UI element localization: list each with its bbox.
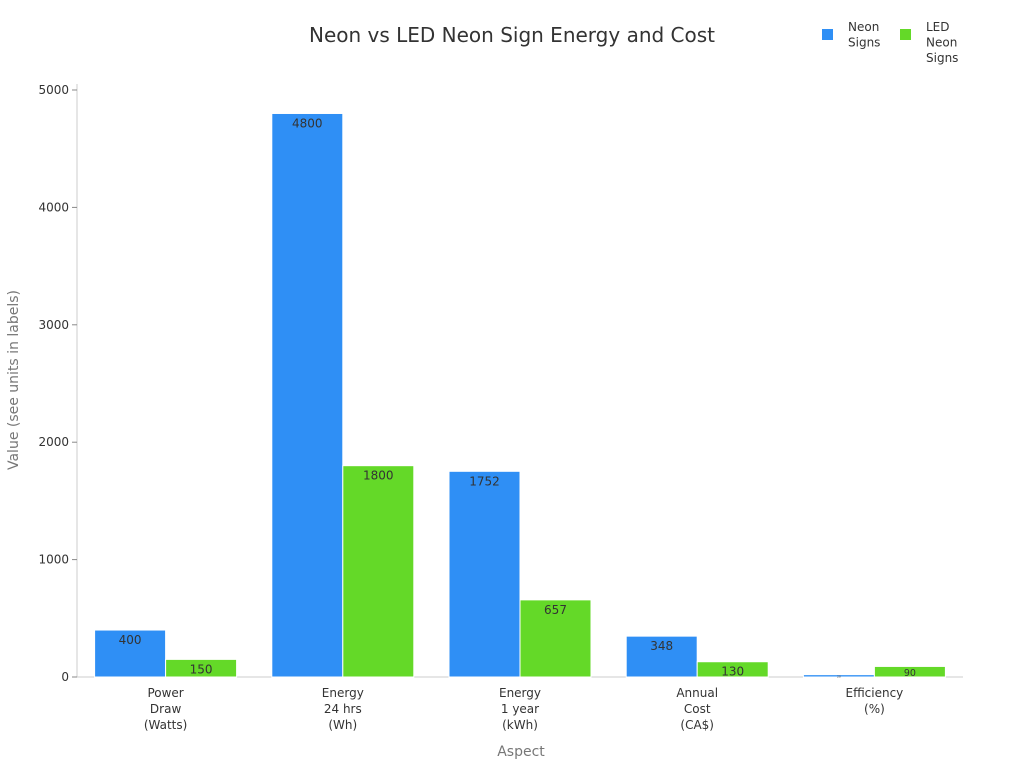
y-tick-label: 3000 [38, 318, 69, 332]
bars: 400 150 4800 1800 1752 657 348 130 20 90 [94, 112, 946, 679]
x-axis-title: Aspect [497, 744, 545, 760]
bar-value-label: 130 [721, 665, 744, 679]
legend-label: Neon Signs [848, 20, 880, 50]
bar-value-label: 150 [190, 662, 213, 676]
x-axis: Power Draw (Watts) Energy 24 hrs (Wh) Energy 1 … [77, 676, 963, 732]
y-axis: 0 1000 2000 3000 4000 5000 [38, 83, 78, 684]
x-tick-label: Energy 24 hrs (Wh) [322, 686, 364, 732]
bar-value-label: 400 [119, 633, 142, 647]
chart-title: Neon vs LED Neon Sign Energy and Cost [309, 23, 715, 47]
y-tick-label: 2000 [38, 435, 69, 449]
y-tick-label: 0 [61, 670, 69, 684]
legend-swatch [900, 29, 911, 40]
bar-neon [625, 635, 698, 678]
y-tick-label: 4000 [38, 200, 69, 214]
bar-led-neon [342, 465, 415, 678]
y-tick-label: 1000 [38, 553, 69, 567]
y-axis-title: Value (see units in labels) [6, 290, 22, 470]
bar-value-label: 348 [650, 639, 673, 653]
x-tick-label: Energy 1 year (kWh) [499, 686, 541, 732]
bar-value-label: 4800 [292, 116, 323, 130]
legend-swatch [822, 29, 833, 40]
legend-label: LED Neon Signs [926, 20, 958, 65]
bar-led-neon [873, 665, 946, 678]
x-tick-label: Annual Cost (CA$) [676, 686, 718, 732]
y-tick-label: 5000 [38, 83, 69, 97]
bar-value-label: 657 [544, 603, 567, 617]
bar-value-label: 90 [904, 668, 916, 679]
x-tick-label: Power Draw (Watts) [144, 686, 187, 732]
bar-neon [448, 470, 521, 678]
legend: Neon Signs LED Neon Signs [822, 20, 958, 65]
bar-neon [271, 112, 344, 678]
bar-neon [94, 629, 167, 678]
bar-led-neon [519, 599, 592, 678]
bar-led-neon [696, 661, 769, 678]
x-tick-label: Efficiency (%) [845, 686, 903, 716]
bar-value-label: 1752 [469, 474, 500, 488]
bar-value-label: 1800 [363, 469, 394, 483]
bar-led-neon [165, 658, 238, 678]
bar-value-label: 20 [837, 675, 841, 679]
